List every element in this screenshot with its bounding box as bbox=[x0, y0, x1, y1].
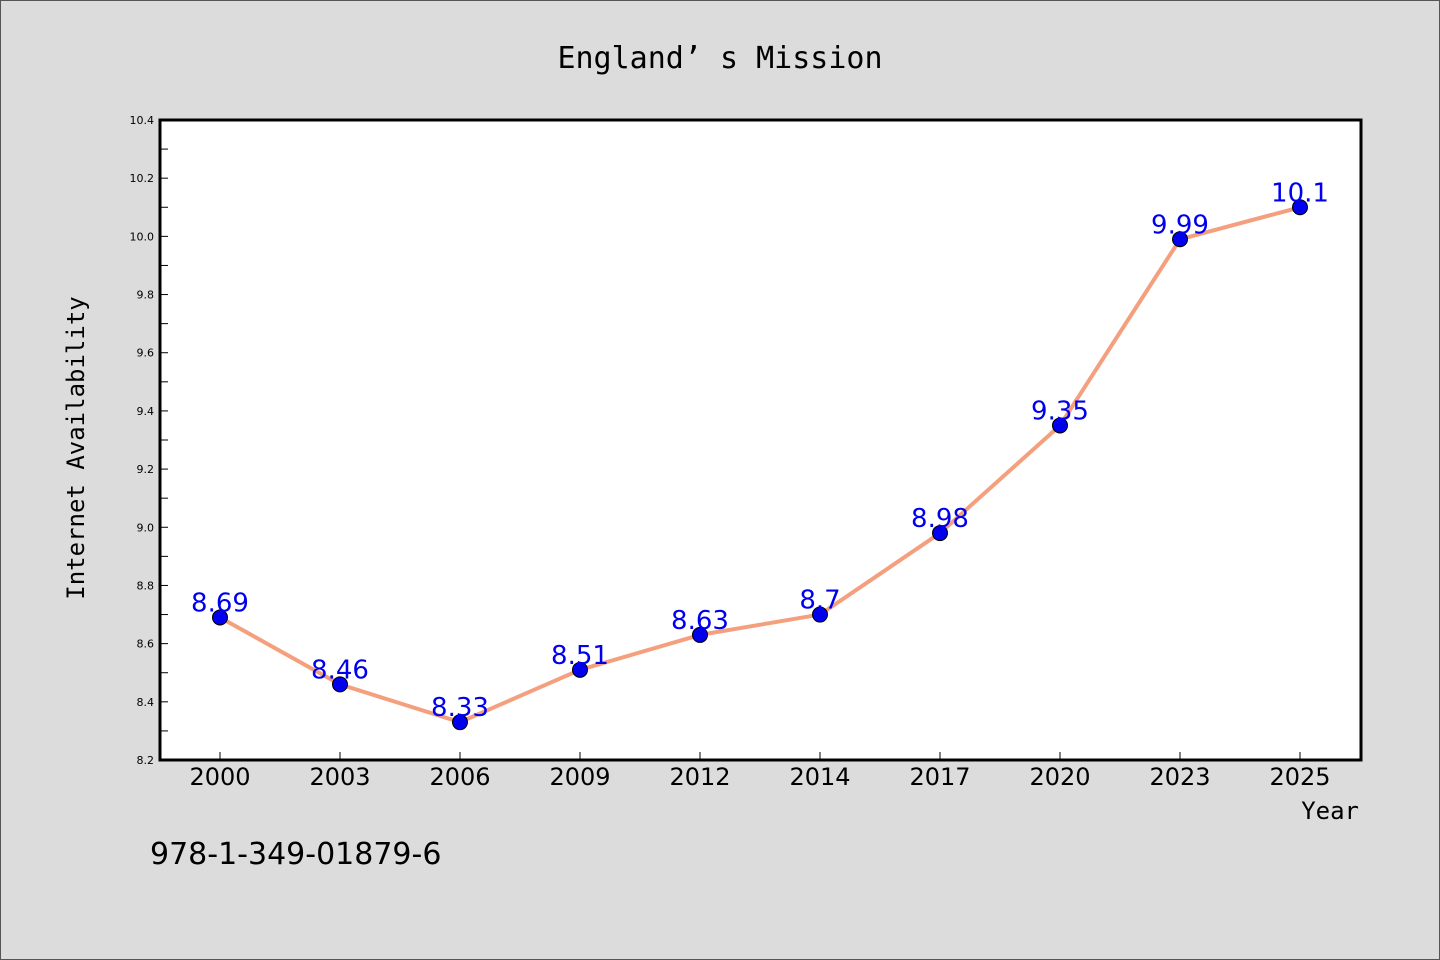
y-axis: 8.2 8.4 8.6 8.8 9.0 9.2 9.4 9.6 9.8 10.0 10.2 10.4 bbox=[130, 114, 168, 767]
data-label: 10.1 bbox=[1271, 178, 1329, 208]
series-line-group bbox=[212, 199, 1308, 731]
data-label: 9.35 bbox=[1031, 396, 1089, 426]
x-tick-label: 2006 bbox=[429, 763, 490, 791]
x-tick-label: 2023 bbox=[1149, 763, 1210, 791]
data-point bbox=[932, 525, 948, 542]
data-labels: 8.69 8.46 8.33 8.51 8.63 8.7 8.98 9.35 9.99 10.1 bbox=[191, 178, 1329, 723]
x-tick-label: 2014 bbox=[789, 763, 850, 791]
x-axis-title: Year bbox=[1301, 797, 1359, 825]
x-tick-label: 2003 bbox=[309, 763, 370, 791]
y-axis-title: Internet Availability bbox=[62, 296, 90, 599]
data-point bbox=[1292, 199, 1308, 216]
isbn-text: 978-1-349-01879-6 bbox=[150, 837, 441, 872]
x-tick-label: 2000 bbox=[189, 763, 250, 791]
x-tick-label: 2025 bbox=[1269, 763, 1330, 791]
y-tick-label: 8.2 bbox=[137, 754, 155, 767]
data-point bbox=[332, 676, 348, 693]
data-label: 8.63 bbox=[671, 606, 729, 636]
data-label: 8.7 bbox=[799, 586, 840, 616]
y-tick-label: 8.6 bbox=[137, 638, 155, 651]
y-tick-label: 10.0 bbox=[130, 230, 155, 243]
y-tick-label: 8.8 bbox=[137, 579, 155, 592]
data-point bbox=[692, 626, 708, 643]
data-label: 8.69 bbox=[191, 588, 249, 618]
y-tick-label: 9.2 bbox=[137, 463, 155, 476]
data-point bbox=[572, 661, 588, 678]
y-tick-label: 9.0 bbox=[137, 521, 155, 534]
data-label: 8.98 bbox=[911, 504, 969, 534]
data-point bbox=[212, 609, 228, 626]
y-tick-label: 8.4 bbox=[137, 696, 155, 709]
x-tick-label: 2017 bbox=[909, 763, 970, 791]
chart-title: England’ s Mission bbox=[557, 41, 882, 76]
y-tick-label: 9.4 bbox=[137, 405, 155, 418]
data-point bbox=[452, 714, 468, 731]
data-label: 9.99 bbox=[1151, 210, 1209, 240]
data-label: 8.33 bbox=[431, 693, 489, 723]
data-label: 8.46 bbox=[311, 655, 369, 685]
data-point bbox=[1052, 417, 1068, 434]
y-tick-label: 10.4 bbox=[130, 114, 155, 127]
series-line bbox=[219, 205, 1301, 725]
x-axis: 2000 2003 2006 2009 2012 2014 2017 2020 2023 2025 bbox=[189, 752, 1331, 791]
x-tick-label: 2012 bbox=[669, 763, 730, 791]
x-tick-label: 2009 bbox=[549, 763, 610, 791]
x-tick-label: 2020 bbox=[1029, 763, 1090, 791]
y-tick-label: 9.8 bbox=[137, 289, 155, 302]
data-point bbox=[1172, 231, 1188, 248]
plot-area bbox=[158, 118, 1363, 762]
y-tick-label: 10.2 bbox=[130, 172, 155, 185]
data-label: 8.51 bbox=[551, 641, 609, 671]
y-tick-label: 9.6 bbox=[137, 347, 155, 360]
data-point bbox=[812, 606, 828, 623]
